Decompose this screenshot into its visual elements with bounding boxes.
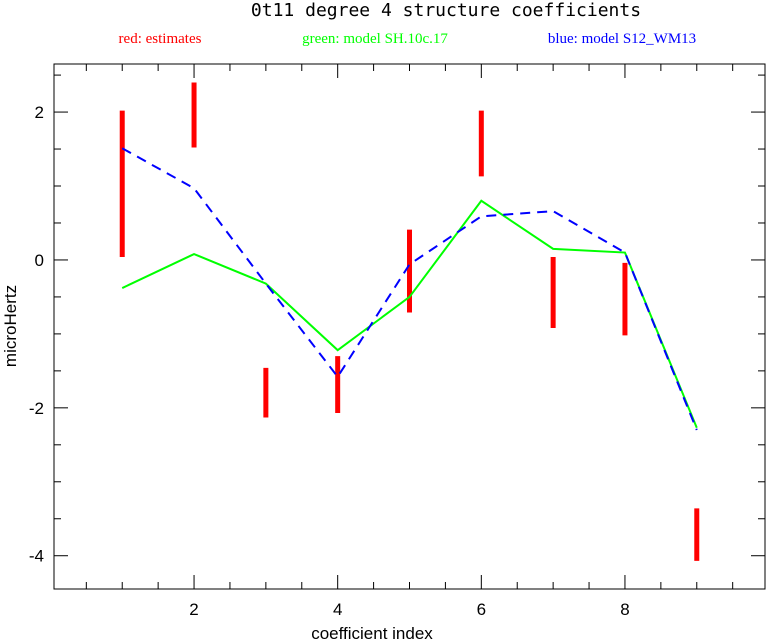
- y-axis-label: microHertz: [1, 285, 20, 367]
- series-line-s12wm13: [121, 147, 698, 431]
- y-tick-label: -2: [29, 399, 44, 418]
- x-axis-label: coefficient index: [311, 624, 433, 641]
- legend-entry-s12wm13: blue: model S12_WM13: [548, 31, 696, 47]
- legend-entry-sh10c17: green: model SH.10c.17: [302, 31, 448, 47]
- axis-ticks: [54, 64, 765, 589]
- x-tick-label: 8: [620, 600, 629, 619]
- y-tick-label: -4: [29, 547, 44, 566]
- x-tick-label: 4: [333, 600, 342, 619]
- legend-entry-estimates: red: estimates: [119, 31, 202, 47]
- x-tick-label: 6: [477, 600, 486, 619]
- y-tick-label: 0: [35, 251, 44, 270]
- x-tick-label: 2: [189, 600, 198, 619]
- data-marks: [119, 82, 700, 561]
- tick-labels: 2 4 6 8 -4 -2 0 2: [29, 103, 630, 619]
- y-tick-label: 2: [35, 103, 44, 122]
- chart-title: 0t11 degree 4 structure coefficients: [251, 0, 641, 21]
- plot-frame: [53, 63, 766, 590]
- series-line-sh10c17: [121, 199, 698, 429]
